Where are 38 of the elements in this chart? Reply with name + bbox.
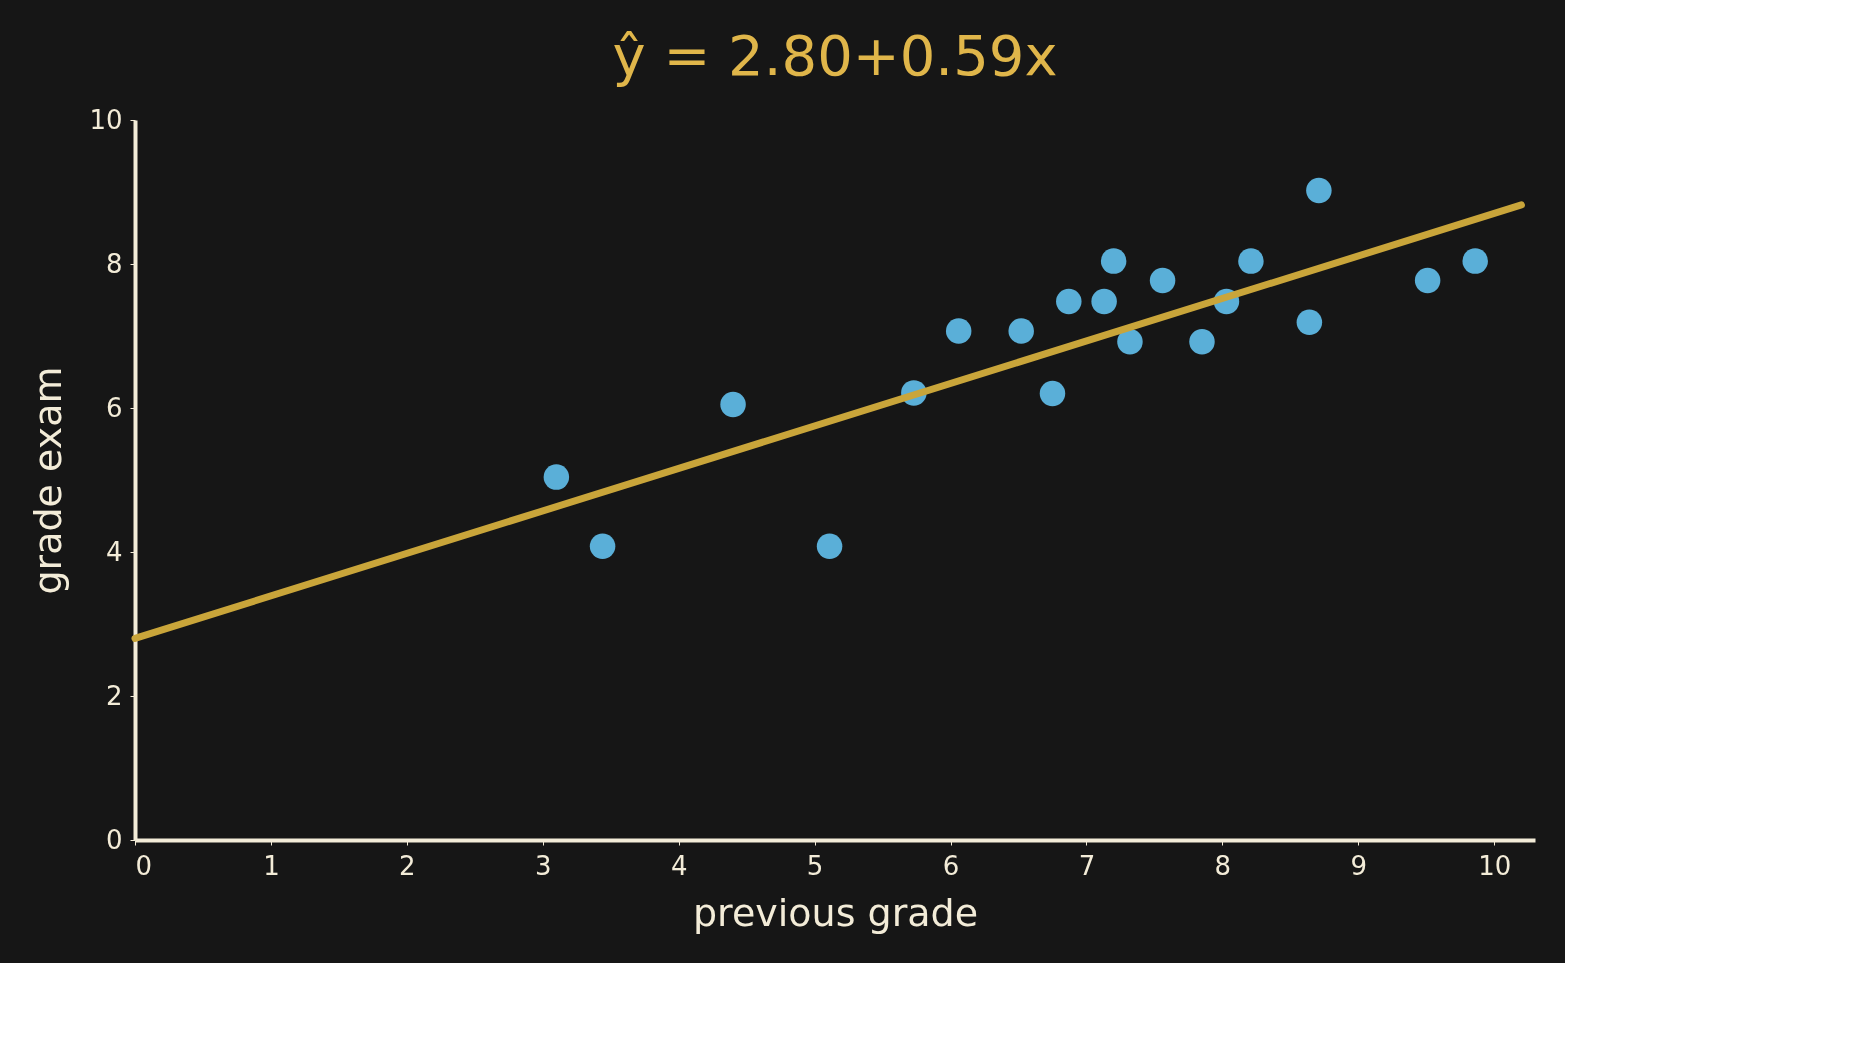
x-tick-label: 4 xyxy=(670,850,688,881)
point xyxy=(1100,248,1127,274)
point xyxy=(1091,288,1117,315)
point xyxy=(1117,329,1143,355)
point xyxy=(1296,309,1323,336)
x-tick-label: 10 xyxy=(1478,850,1512,881)
point xyxy=(720,391,746,418)
x-tick-label: 7 xyxy=(1078,850,1096,881)
point xyxy=(1039,380,1066,407)
y-tick-label: 8 xyxy=(105,248,123,279)
x-tick-label: 0 xyxy=(135,850,153,881)
point xyxy=(1462,248,1488,274)
point xyxy=(816,533,843,559)
point xyxy=(1056,288,1082,315)
y-tick-label: 10 xyxy=(89,104,123,135)
point xyxy=(1306,177,1332,204)
x-tick-label: 1 xyxy=(263,850,280,881)
point xyxy=(1414,267,1441,294)
chart-title: ŷ = 2.80+0.59x xyxy=(612,23,1058,88)
point xyxy=(589,533,616,559)
x-tick-label: 2 xyxy=(399,850,416,881)
y-tick-label: 4 xyxy=(105,536,123,567)
point xyxy=(1008,318,1034,344)
y-axis-title: grade exam xyxy=(26,366,71,595)
point xyxy=(1189,329,1215,355)
y-tick-label: 2 xyxy=(105,680,123,711)
x-tick-label: 6 xyxy=(942,850,960,881)
point xyxy=(1149,267,1176,294)
y-tick-label: 6 xyxy=(105,392,123,423)
point xyxy=(543,464,570,490)
point xyxy=(1238,248,1264,274)
x-tick-label: 9 xyxy=(1350,850,1368,881)
y-tick-label: 0 xyxy=(105,824,123,855)
x-tick-label: 3 xyxy=(534,850,552,881)
x-axis-title: previous grade xyxy=(692,890,979,935)
x-tick-label: 8 xyxy=(1214,850,1232,881)
point xyxy=(945,318,972,344)
x-tick-label: 5 xyxy=(806,850,824,881)
